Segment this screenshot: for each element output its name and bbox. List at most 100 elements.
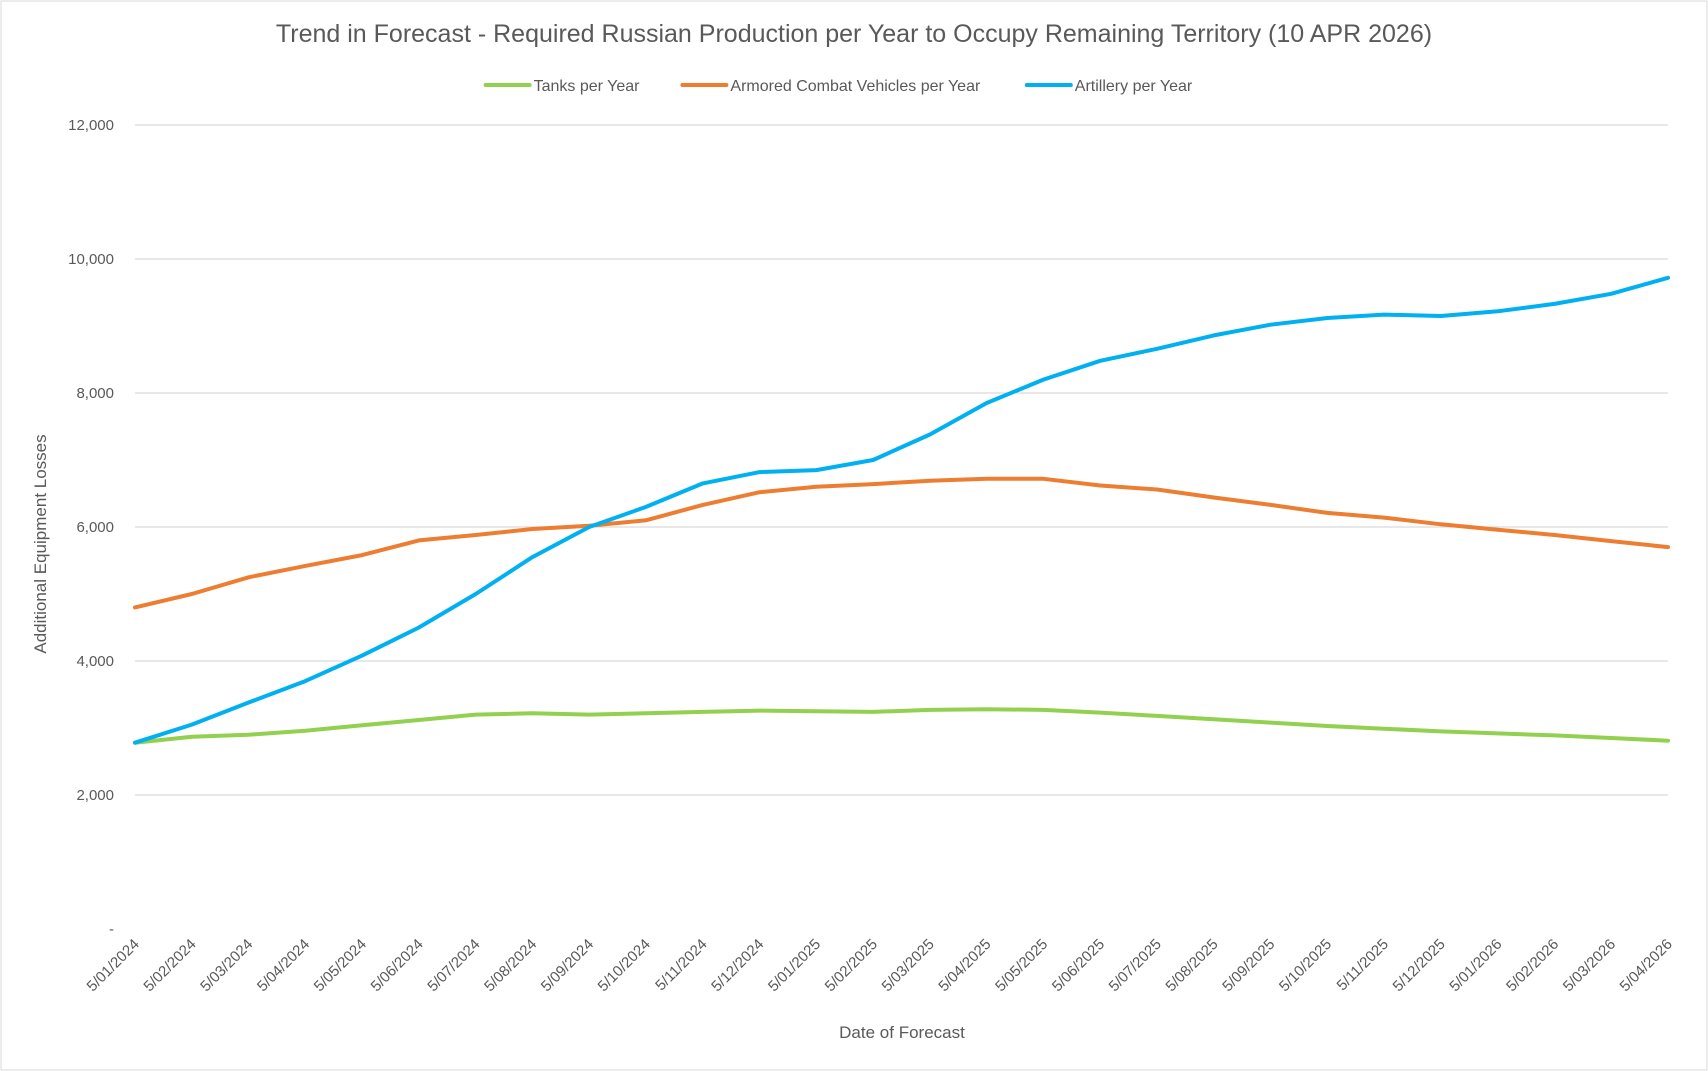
data-point: [644, 711, 648, 715]
series-line-2: [133, 275, 1670, 745]
series-lines: [133, 275, 1670, 745]
data-point: [417, 718, 421, 722]
data-point: [133, 605, 137, 610]
data-point: [1212, 717, 1216, 721]
data-point: [1609, 736, 1613, 740]
data-point: [928, 432, 932, 437]
data-point: [303, 564, 307, 568]
data-point: [758, 709, 762, 713]
chart-title: Trend in Forecast - Required Russian Pro…: [276, 20, 1432, 48]
y-axis-tick-labels: - 2,000 4,000 6,000 8,000 10,000 12,000: [68, 117, 114, 938]
data-point: [758, 470, 762, 474]
data-point: [1609, 292, 1613, 296]
data-point: [587, 525, 591, 529]
data-point: [814, 709, 818, 713]
legend-label: Armored Combat Vehicles per Year: [730, 78, 981, 95]
data-point: [1496, 731, 1500, 736]
data-point: [928, 708, 932, 712]
data-point: [1212, 495, 1216, 500]
data-point: [1212, 333, 1216, 337]
data-point: [1439, 729, 1443, 734]
data-point: [1098, 359, 1102, 363]
data-point: [417, 625, 421, 630]
data-point: [1155, 714, 1159, 718]
data-point: [303, 679, 307, 683]
data-point: [928, 479, 932, 483]
data-point: [814, 485, 818, 489]
data-point: [1325, 316, 1329, 320]
y-tick-label: 4,000: [76, 653, 114, 670]
data-point: [758, 490, 762, 494]
y-tick-label: 2,000: [76, 787, 114, 804]
data-point: [417, 538, 421, 543]
data-point: [474, 592, 478, 596]
data-point: [190, 592, 194, 596]
data-point: [530, 527, 535, 531]
data-point: [303, 729, 307, 733]
data-point: [1666, 739, 1670, 743]
data-point: [644, 518, 648, 522]
data-point: [1269, 721, 1273, 725]
data-point: [1155, 487, 1159, 492]
data-point: [1666, 545, 1670, 549]
data-point: [1098, 711, 1102, 715]
data-point: [1666, 276, 1670, 280]
data-point: [1269, 503, 1273, 507]
data-point: [474, 713, 478, 717]
x-axis-title: Date of Forecast: [839, 1023, 965, 1042]
y-axis-title: Additional Equipment Losses: [31, 434, 50, 653]
data-point: [701, 710, 705, 714]
data-point: [871, 710, 875, 714]
data-point: [1325, 511, 1329, 515]
y-tick-label: 8,000: [76, 385, 114, 402]
data-point: [985, 477, 989, 481]
data-point: [701, 481, 705, 485]
data-point: [1325, 724, 1329, 728]
data-point: [530, 711, 535, 715]
data-point: [587, 713, 591, 717]
data-point: [701, 503, 705, 507]
legend-label: Artillery per Year: [1075, 78, 1193, 95]
data-point: [644, 505, 648, 509]
data-point: [1439, 522, 1443, 526]
data-point: [1552, 733, 1556, 738]
gridlines: [135, 124, 1668, 796]
data-point: [1552, 302, 1556, 306]
data-point: [1155, 347, 1159, 351]
data-point: [360, 723, 364, 727]
data-point: [1041, 708, 1045, 712]
data-point: [530, 555, 535, 559]
y-tick-label: -: [109, 921, 114, 938]
data-point: [1552, 533, 1556, 537]
data-point: [1382, 313, 1386, 317]
legend-label: Tanks per Year: [534, 78, 641, 95]
data-point: [1496, 528, 1500, 532]
data-point: [1098, 483, 1102, 488]
data-point: [871, 458, 875, 462]
y-tick-label: 6,000: [76, 519, 114, 536]
data-point: [247, 733, 251, 737]
series-line-1: [133, 476, 1670, 610]
data-point: [1439, 314, 1443, 318]
data-point: [247, 575, 251, 579]
data-point: [190, 723, 194, 727]
legend: Tanks per Year Armored Combat Vehicles pe…: [483, 78, 1193, 95]
y-tick-label: 10,000: [68, 251, 114, 268]
data-point: [814, 468, 818, 472]
data-point: [360, 654, 364, 658]
data-point: [360, 553, 364, 557]
data-point: [871, 482, 875, 486]
series-line-0: [133, 707, 1670, 745]
data-point: [1041, 378, 1045, 382]
data-point: [1382, 516, 1386, 520]
data-point: [1269, 323, 1273, 327]
data-point: [1496, 309, 1500, 313]
data-point: [985, 707, 989, 711]
data-point: [474, 533, 478, 537]
y-tick-label: 12,000: [68, 117, 114, 134]
data-point: [1382, 727, 1386, 731]
data-point: [1041, 477, 1045, 481]
